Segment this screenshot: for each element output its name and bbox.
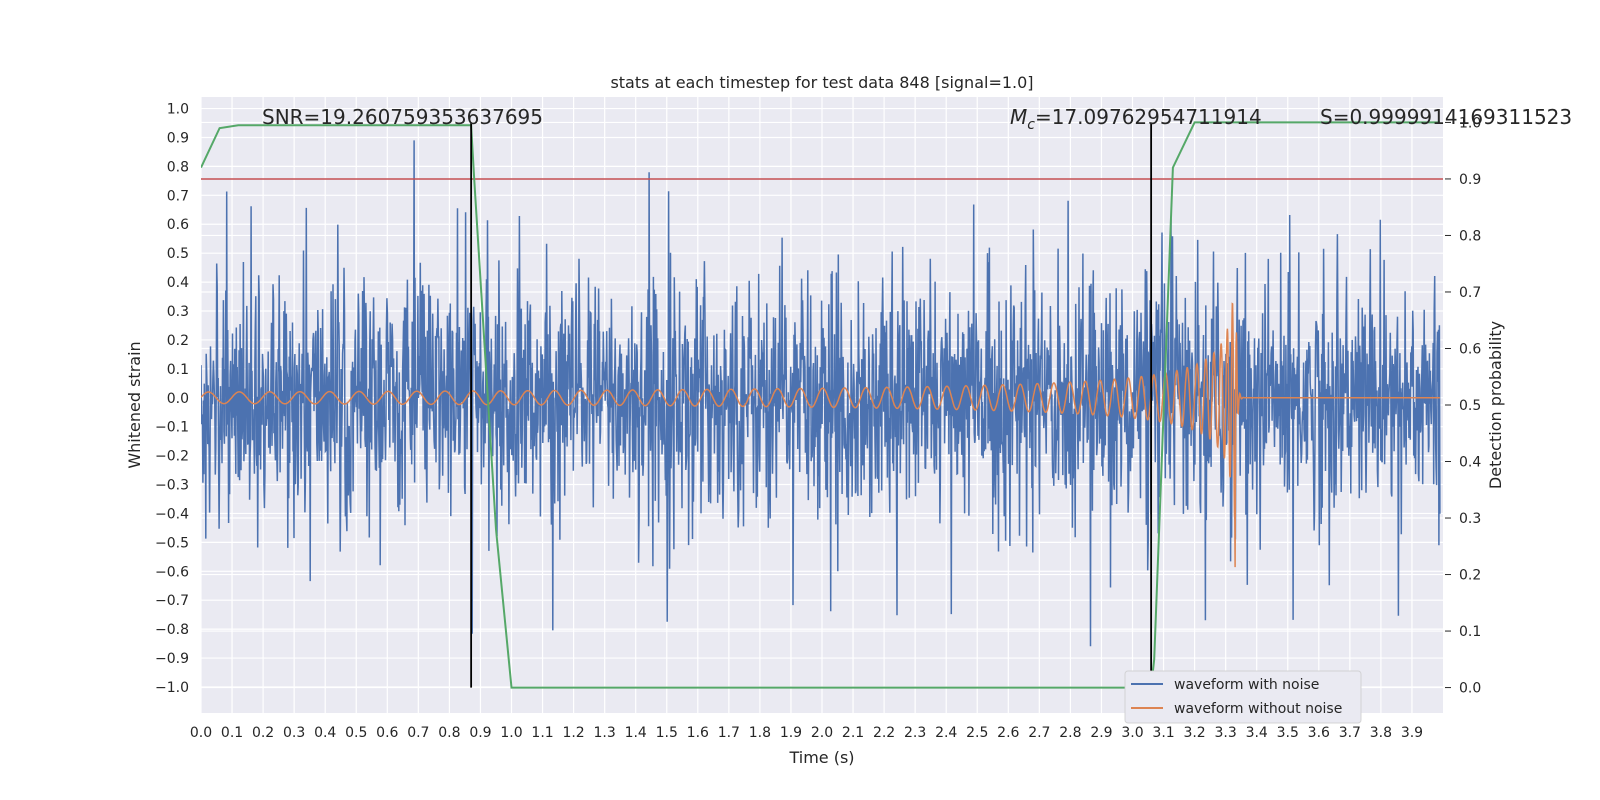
x-tick-label: 2.4 bbox=[935, 725, 957, 741]
mc-subscript: c bbox=[1027, 117, 1035, 133]
s-annotation: S=0.9999914169311523 bbox=[1320, 105, 1572, 129]
x-tick-label: 2.9 bbox=[1090, 725, 1112, 741]
x-tick-label: 1.3 bbox=[594, 725, 616, 741]
x-tick-label: 3.4 bbox=[1246, 725, 1268, 741]
y-tick-label: 1.0 bbox=[167, 102, 189, 118]
x-tick-label: 0.8 bbox=[438, 725, 460, 741]
y-tick-label: −0.4 bbox=[155, 506, 189, 522]
y-tick-label: −0.5 bbox=[155, 535, 189, 551]
y-tick-label: 0.5 bbox=[167, 246, 189, 262]
series-layer bbox=[201, 121, 1443, 689]
x-tick-label: 3.0 bbox=[1121, 725, 1143, 741]
legend: waveform with noise waveform without noi… bbox=[1124, 670, 1362, 724]
y-tick-label: 0.0 bbox=[167, 391, 189, 407]
x-tick-label: 1.0 bbox=[500, 725, 522, 741]
y-tick-label: −1.0 bbox=[155, 680, 189, 696]
y2-tick-label: 0.2 bbox=[1459, 568, 1481, 584]
x-tick-label: 3.2 bbox=[1183, 725, 1205, 741]
x-tick-label: 0.3 bbox=[283, 725, 305, 741]
y-tick-label: −0.9 bbox=[155, 651, 189, 667]
x-tick-label: 1.7 bbox=[718, 725, 740, 741]
y2-tick-label: 0.4 bbox=[1459, 455, 1481, 471]
y-tick-label: −0.8 bbox=[155, 622, 189, 638]
legend-box bbox=[1124, 670, 1362, 724]
x-tick-label: 0.4 bbox=[314, 725, 336, 741]
x-tick-label: 0.6 bbox=[376, 725, 398, 741]
x-tick-label: 2.6 bbox=[997, 725, 1019, 741]
x-tick-label: 2.8 bbox=[1059, 725, 1081, 741]
x-tick-label: 3.9 bbox=[1401, 725, 1423, 741]
x-tick-label: 0.7 bbox=[407, 725, 429, 741]
y-tick-label: −0.6 bbox=[155, 564, 189, 580]
x-tick-label: 3.6 bbox=[1308, 725, 1330, 741]
snr-annotation: SNR=19.260759353637695 bbox=[262, 105, 543, 129]
x-tick-label: 1.8 bbox=[749, 725, 771, 741]
x-tick-label: 2.1 bbox=[842, 725, 864, 741]
x-tick-label: 2.5 bbox=[966, 725, 988, 741]
y-tick-label: 0.3 bbox=[167, 304, 189, 320]
y2-tick-label: 1.0 bbox=[1459, 115, 1481, 131]
x-tick-label: 1.2 bbox=[562, 725, 584, 741]
x-tick-label: 2.2 bbox=[873, 725, 895, 741]
y2-tick-label: 0.1 bbox=[1459, 624, 1481, 640]
x-axis-label: Time (s) bbox=[788, 748, 854, 767]
x-tick-label: 0.1 bbox=[221, 725, 243, 741]
x-tick-label: 1.6 bbox=[687, 725, 709, 741]
y-tick-label: 0.9 bbox=[167, 130, 189, 146]
y-tick-label: 0.7 bbox=[167, 188, 189, 204]
x-tick-label: 1.1 bbox=[531, 725, 553, 741]
y2-tick-label: 0.8 bbox=[1459, 228, 1481, 244]
x-tick-label: 3.3 bbox=[1215, 725, 1237, 741]
x-tick-label: 2.3 bbox=[904, 725, 926, 741]
y2-tick-label: 0.5 bbox=[1459, 398, 1481, 414]
y-ticks: 1.0 0.9 0.8 0.7 0.6 0.5 0.4 0.3 0.2 0.1 0.0 −0.1 −0.… bbox=[155, 102, 189, 696]
x-tick-label: 3.1 bbox=[1152, 725, 1174, 741]
y2-axis-label: Detection probability bbox=[1486, 321, 1505, 489]
series-waveform-without-noise bbox=[201, 302, 1440, 568]
y-tick-label: −0.3 bbox=[155, 478, 189, 494]
x-tick-label: 3.8 bbox=[1370, 725, 1392, 741]
legend-label-clean: waveform without noise bbox=[1174, 701, 1342, 717]
y-tick-label: 0.4 bbox=[167, 275, 189, 291]
chart-title: stats at each timestep for test data 848… bbox=[610, 73, 1033, 92]
series-detection-probability bbox=[201, 121, 1440, 689]
x-tick-label: 1.5 bbox=[656, 725, 678, 741]
x-ticks: 0.0 0.1 0.2 0.3 0.4 0.5 0.6 0.7 0.8 0.9 1.0 1.1 1.2 1… bbox=[190, 725, 1423, 741]
legend-label-noise: waveform with noise bbox=[1174, 677, 1319, 693]
y-tick-label: 0.1 bbox=[167, 362, 189, 378]
y2-tick-label: 0.3 bbox=[1459, 511, 1481, 527]
y2-ticks: 1.0 0.9 0.8 0.7 0.6 0.5 0.4 0.3 0.2 0.1 0.0 bbox=[1445, 115, 1481, 697]
mc-symbol: M bbox=[1010, 105, 1027, 129]
y-tick-label: 0.2 bbox=[167, 333, 189, 349]
y-tick-label: −0.7 bbox=[155, 593, 189, 609]
y2-tick-label: 0.7 bbox=[1459, 285, 1481, 301]
x-tick-label: 2.7 bbox=[1028, 725, 1050, 741]
x-tick-label: 0.5 bbox=[345, 725, 367, 741]
y-tick-label: 0.8 bbox=[167, 159, 189, 175]
y-axis-label: Whitened strain bbox=[125, 341, 144, 468]
mc-annotation: Mc=17.09762954711914 bbox=[1010, 105, 1262, 133]
x-tick-label: 1.9 bbox=[780, 725, 802, 741]
x-tick-label: 3.5 bbox=[1277, 725, 1299, 741]
y2-tick-label: 0.9 bbox=[1459, 172, 1481, 188]
y2-tick-label: 0.6 bbox=[1459, 341, 1481, 357]
y2-tick-label: 0.0 bbox=[1459, 681, 1481, 697]
x-tick-label: 0.0 bbox=[190, 725, 212, 741]
y-tick-label: −0.2 bbox=[155, 449, 189, 465]
x-tick-label: 3.7 bbox=[1339, 725, 1361, 741]
x-tick-label: 2.0 bbox=[811, 725, 833, 741]
x-tick-label: 0.9 bbox=[469, 725, 491, 741]
y-tick-label: −0.1 bbox=[155, 420, 189, 436]
x-tick-label: 0.2 bbox=[252, 725, 274, 741]
x-tick-label: 1.4 bbox=[625, 725, 647, 741]
y-tick-label: 0.6 bbox=[167, 217, 189, 233]
mc-value: =17.09762954711914 bbox=[1035, 105, 1262, 129]
